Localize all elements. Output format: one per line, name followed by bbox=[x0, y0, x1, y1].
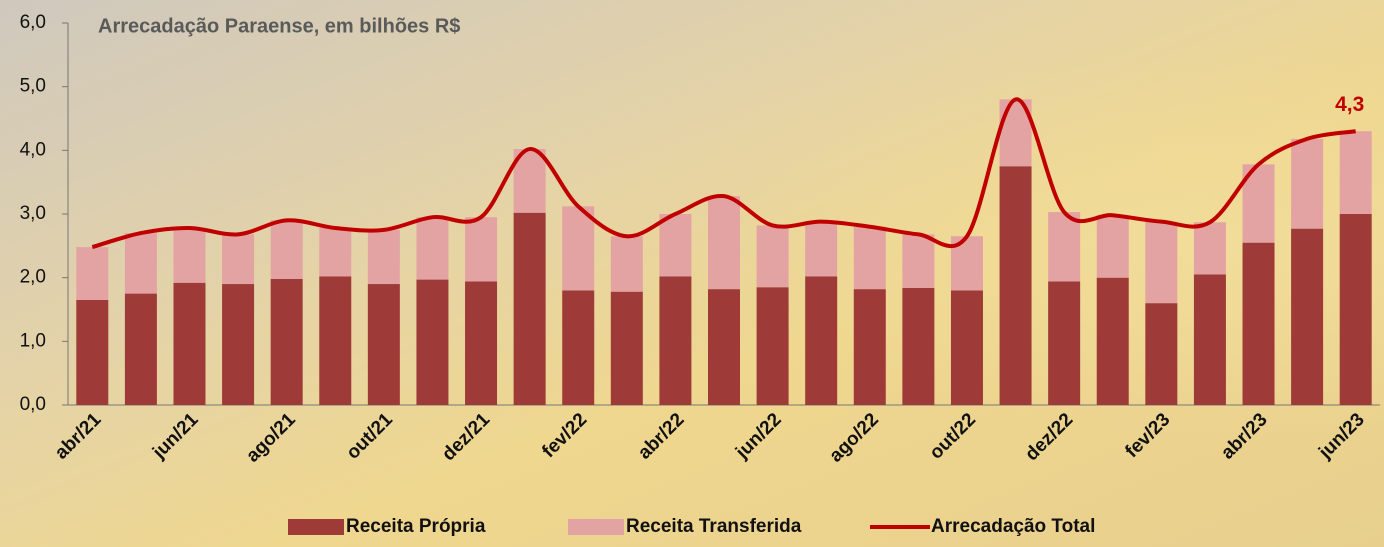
bar bbox=[1048, 212, 1080, 281]
bar bbox=[1291, 139, 1323, 229]
bar bbox=[1097, 215, 1129, 277]
bar bbox=[902, 288, 934, 405]
bar bbox=[173, 228, 205, 283]
bar bbox=[319, 276, 351, 405]
y-tick-label: 3,0 bbox=[20, 203, 46, 224]
bar bbox=[222, 284, 254, 405]
bar bbox=[125, 294, 157, 405]
bar bbox=[659, 276, 691, 405]
y-tick-label: 2,0 bbox=[20, 267, 46, 288]
bar bbox=[416, 217, 448, 279]
y-tick-label: 6,0 bbox=[20, 12, 46, 33]
bar bbox=[805, 222, 837, 277]
bar bbox=[1000, 166, 1032, 405]
bar bbox=[271, 220, 303, 279]
legend-swatch bbox=[288, 519, 344, 535]
bar bbox=[1048, 281, 1080, 405]
bar bbox=[222, 234, 254, 284]
chart: Arrecadação Paraense, em bilhões R$ 0,0 1… bbox=[0, 0, 1384, 547]
bar bbox=[757, 225, 789, 287]
bar bbox=[611, 236, 643, 291]
bar bbox=[757, 287, 789, 405]
bar bbox=[271, 279, 303, 405]
bar bbox=[1194, 222, 1226, 274]
y-tick-label: 1,0 bbox=[20, 330, 46, 351]
data-label: 4,3 bbox=[1335, 93, 1364, 116]
legend-label: Receita Própria bbox=[346, 516, 486, 537]
bar bbox=[562, 290, 594, 405]
bar bbox=[805, 276, 837, 405]
bar bbox=[173, 283, 205, 405]
bar bbox=[514, 213, 546, 405]
bar bbox=[465, 217, 497, 281]
bar bbox=[902, 234, 934, 287]
bar bbox=[1340, 214, 1372, 405]
bar bbox=[76, 300, 108, 405]
bar bbox=[562, 206, 594, 290]
bar bbox=[1145, 303, 1177, 405]
chart-title: Arrecadação Paraense, em bilhões R$ bbox=[98, 15, 460, 37]
bar bbox=[416, 280, 448, 405]
bar bbox=[708, 196, 740, 289]
bar bbox=[1194, 274, 1226, 405]
bar bbox=[1145, 222, 1177, 303]
legend-label: Arrecadação Total bbox=[931, 516, 1095, 537]
bar bbox=[319, 228, 351, 276]
y-tick-label: 4,0 bbox=[20, 139, 46, 160]
bar bbox=[1340, 131, 1372, 214]
y-tick-label: 0,0 bbox=[20, 394, 46, 415]
bar bbox=[368, 230, 400, 284]
bar bbox=[125, 233, 157, 293]
legend-swatch bbox=[568, 519, 624, 535]
bar bbox=[708, 289, 740, 405]
bar bbox=[611, 292, 643, 405]
bar bbox=[854, 289, 886, 405]
bar bbox=[1243, 243, 1275, 405]
bar bbox=[1097, 278, 1129, 405]
bar bbox=[951, 290, 983, 405]
bar bbox=[1291, 229, 1323, 405]
bar bbox=[659, 214, 691, 276]
bar bbox=[854, 227, 886, 289]
bar bbox=[76, 247, 108, 300]
y-tick-label: 5,0 bbox=[20, 76, 46, 97]
bar bbox=[368, 284, 400, 405]
bar bbox=[465, 281, 497, 405]
legend-label: Receita Transferida bbox=[626, 516, 802, 537]
